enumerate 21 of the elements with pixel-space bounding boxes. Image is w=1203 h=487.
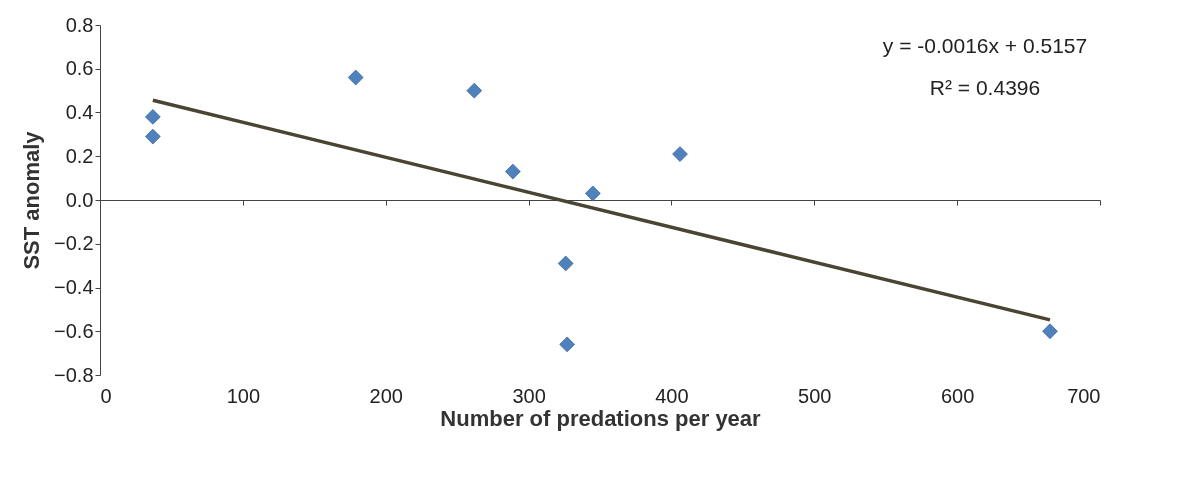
x-tick-label: 600 [940, 384, 975, 407]
y-tick-label: −0.8 [54, 363, 94, 386]
x-axis-title: Number of predations per year [440, 405, 762, 431]
y-tick-label: −0.4 [54, 276, 94, 298]
y-tick-label: −0.2 [54, 232, 94, 255]
y-axis-title: SST anomaly [19, 130, 45, 270]
annotation: y = -0.0016x + 0.5157 [882, 34, 1088, 57]
x-tick-label: 400 [655, 384, 689, 407]
y-tick-label: 0.6 [65, 57, 94, 80]
y-tick-label: 0.2 [65, 144, 94, 167]
y-tick-label: 0.0 [65, 188, 94, 211]
x-tick-label: 500 [798, 384, 832, 407]
x-tick-label: 700 [1067, 384, 1101, 407]
x-tick-label: 300 [512, 384, 546, 407]
x-tick-label: 100 [226, 384, 261, 407]
y-tick-label: 0.8 [65, 13, 94, 36]
y-tick-label: −0.6 [54, 319, 94, 342]
y-tick-label: 0.4 [65, 101, 94, 123]
x-tick-label: 0 [100, 384, 112, 407]
x-tick-label: 200 [369, 384, 403, 407]
annotation: R² = 0.4396 [929, 76, 1041, 99]
